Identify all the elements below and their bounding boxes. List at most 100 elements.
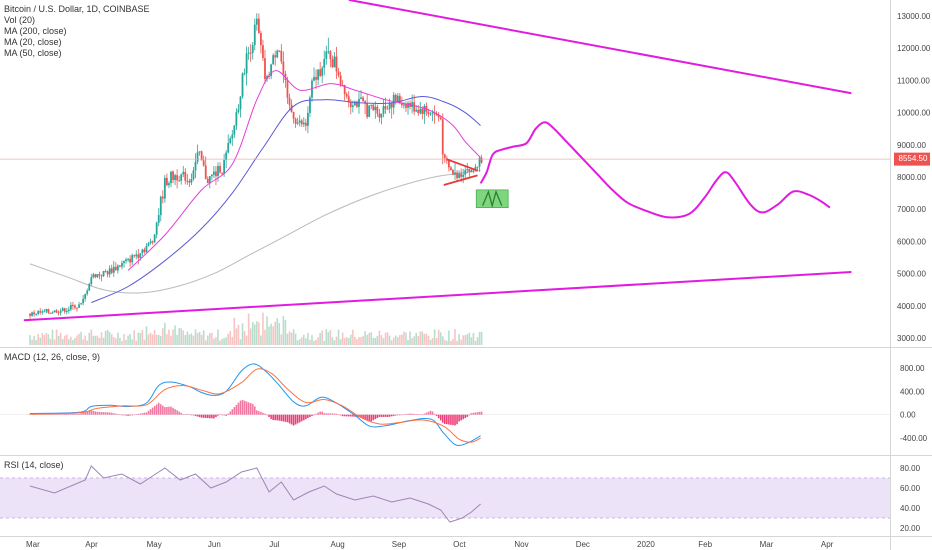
last-price-badge-bg (894, 152, 930, 166)
macd-histogram-bar (80, 413, 82, 415)
candle-body (194, 161, 197, 171)
candle-body (151, 241, 154, 243)
macd-histogram-bar (223, 414, 225, 416)
candle-body (92, 274, 95, 278)
candle-body (417, 109, 420, 114)
volume-bar (427, 335, 430, 345)
volume-bar (88, 332, 91, 345)
macd-histogram-bar (309, 414, 311, 418)
candle-body (447, 160, 450, 168)
volume-bar (354, 336, 356, 345)
macd-histogram-bar (133, 414, 136, 416)
macd-histogram-bar (131, 414, 133, 416)
volume-bar (399, 335, 401, 345)
macd-histogram-bar (352, 414, 354, 417)
volume-bar (49, 338, 52, 345)
macd-histogram-bar (333, 413, 336, 415)
candle-body (364, 101, 367, 104)
macd-histogram-bar (372, 414, 375, 421)
macd-histogram-bar (421, 414, 424, 416)
volume-bar (454, 329, 456, 345)
candle-body (304, 122, 307, 126)
volume-bar (370, 332, 373, 345)
macd-histogram-bar (188, 414, 191, 415)
volume-bar (388, 335, 391, 345)
macd-histogram-bar (315, 413, 317, 415)
macd-histogram-bar (452, 414, 454, 426)
upper-trendline (348, 0, 852, 95)
macd-histogram-bar (386, 414, 389, 417)
candle-body (292, 111, 295, 119)
volume-bar (452, 338, 454, 345)
macd-histogram-bar (215, 414, 217, 418)
volume-bar (241, 323, 244, 345)
volume-bar (211, 332, 213, 345)
volume-bar (37, 333, 39, 345)
candle-body (251, 45, 254, 53)
candle-body (114, 266, 117, 271)
volume-bar (153, 330, 156, 345)
candle-body (429, 113, 432, 115)
candle-body (315, 76, 317, 80)
macd-histogram-bar (145, 412, 148, 415)
macd-histogram-bar (121, 414, 123, 416)
volume-bar (296, 340, 299, 345)
macd-histogram-bar (84, 412, 86, 415)
macd-histogram-bar (466, 414, 469, 417)
macd-histogram-bar (448, 414, 450, 425)
price-tick-label: 9000.00 (897, 141, 926, 150)
macd-histogram-bar (378, 414, 381, 417)
candle-body (398, 95, 401, 103)
candle-body (300, 120, 303, 125)
candle-body (296, 122, 299, 124)
macd-histogram-bar (153, 405, 156, 415)
candle-body (180, 174, 183, 181)
macd-histogram-bar (390, 414, 393, 417)
volume-bar (162, 328, 164, 345)
candle-body (388, 102, 391, 109)
volume-bar (374, 337, 377, 345)
candle-body (443, 154, 446, 159)
volume-bar (460, 339, 462, 345)
macd-histogram-bar (117, 414, 119, 415)
candle-body (405, 104, 407, 108)
candle-body (374, 106, 377, 111)
price-tick-label: 8000.00 (897, 173, 926, 182)
volume-bar (386, 332, 389, 345)
candle-body (264, 58, 266, 80)
macd-histogram-bar (139, 413, 142, 415)
macd-histogram-bar (63, 413, 66, 415)
volume-bar (335, 336, 338, 345)
volume-bar (243, 330, 246, 345)
macd-histogram-bar (427, 411, 430, 415)
candle-body (82, 298, 85, 304)
macd-histogram-bar (260, 411, 262, 415)
macd-histogram-bar (266, 414, 268, 416)
candle-body (98, 274, 101, 276)
volume-bar (133, 330, 136, 345)
macd-histogram-bar (112, 413, 115, 415)
macd-histogram-bar (413, 413, 415, 415)
volume-bar (202, 330, 205, 345)
macd-histogram-bar (106, 412, 109, 415)
candle-body (243, 73, 246, 75)
legend-ma20: MA (20, close) (4, 37, 62, 47)
volume-bar (403, 331, 405, 345)
volume-bar (266, 316, 268, 345)
volume-bar (188, 334, 191, 345)
candle-body (127, 258, 129, 260)
macd-histogram-bar (343, 414, 346, 417)
candle-body (33, 312, 35, 315)
volume-bar (117, 332, 119, 345)
candle-body (450, 167, 452, 170)
macd-histogram-bar (68, 413, 70, 415)
macd-histogram-bar (119, 414, 121, 416)
time-tick-label: Dec (576, 540, 590, 549)
volume-bar (35, 340, 37, 345)
volume-bar (476, 337, 479, 345)
macd-histogram-bar (374, 414, 377, 420)
candle-body (474, 166, 477, 170)
volume-bar (419, 331, 422, 345)
volume-bar (378, 330, 381, 345)
